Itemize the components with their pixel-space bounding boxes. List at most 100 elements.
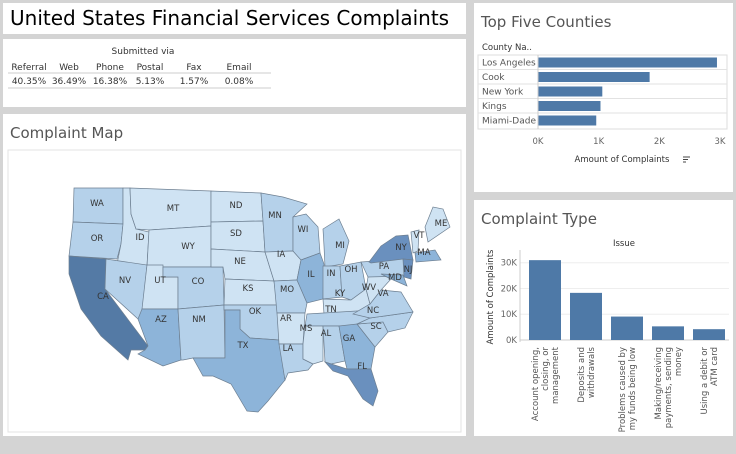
county-label: Cook [482, 73, 505, 83]
type-category-line: payments, sending [664, 347, 674, 428]
state-me[interactable] [424, 206, 451, 243]
type-category-line: Making/receiving [654, 347, 664, 419]
state-label-il: IL [307, 270, 315, 280]
type-category-line: money [674, 347, 684, 376]
type-tick-label: 10K [501, 310, 518, 320]
state-mo[interactable] [273, 279, 308, 314]
top-counties-title: Top Five Counties [481, 13, 612, 31]
state-label-co: CO [192, 277, 205, 287]
channel-label: Email [227, 63, 252, 73]
type-axis-title: Amount of Complaints [486, 249, 496, 344]
county-bar [538, 72, 650, 82]
state-label-nv: NV [119, 276, 131, 286]
complaint-type-title: Complaint Type [481, 210, 597, 228]
channel-value: 36.49% [52, 77, 87, 87]
state-label-wa: WA [90, 199, 104, 209]
state-ny[interactable] [368, 234, 414, 264]
county-bar [538, 101, 601, 111]
type-category-line: withdrawals [587, 346, 597, 398]
state-mi[interactable] [322, 218, 350, 268]
state-label-ok: OK [249, 307, 262, 317]
state-label-az: AZ [155, 315, 167, 325]
state-label-al: AL [321, 329, 332, 339]
state-label-id: ID [135, 233, 145, 243]
channel-value: 1.57% [180, 77, 209, 87]
state-label-nc: NC [367, 306, 379, 316]
state-label-sd: SD [230, 229, 242, 239]
state-label-ms: MS [300, 324, 313, 334]
top-counties-panel: Top Five Counties County Na.. Los Angeles… [474, 3, 733, 192]
title-panel: United States Financial Services Complai… [3, 3, 466, 34]
type-category-label: Problems caused bymy funds being low [618, 347, 638, 432]
county-label: Miami-Dade [482, 117, 536, 127]
type-category-line: Account opening, [531, 347, 541, 421]
state-al[interactable] [322, 325, 346, 365]
state-wi[interactable] [292, 213, 321, 261]
channel-label: Referral [11, 63, 46, 73]
complaint-type-panel: Complaint Type Issue Amount of Complaints… [474, 200, 733, 436]
state-label-ca: CA [97, 292, 109, 302]
state-label-nm: NM [192, 315, 206, 325]
state-label-va: VA [377, 289, 388, 299]
county-label: Los Angeles [482, 59, 536, 69]
top-counties-chart: County Na.. Los Angeles Cook New York Kings M… [477, 43, 728, 165]
type-tick-label: 20K [501, 284, 518, 294]
state-label-in: IN [327, 269, 336, 279]
state-label-vt: VT [413, 231, 425, 241]
type-category-line: management [551, 346, 561, 404]
state-label-fl: FL [357, 362, 367, 372]
type-category-label: Deposits andwithdrawals [577, 346, 597, 402]
state-label-sc: SC [370, 322, 381, 332]
dashboard-title: United States Financial Services Complai… [10, 6, 450, 30]
sort-descending-icon[interactable] [683, 156, 690, 163]
state-label-mo: MO [280, 285, 294, 295]
county-axis-title: Amount of Complaints [575, 155, 670, 165]
type-category-line: Deposits and [577, 347, 587, 403]
channel-value: 5.13% [136, 77, 165, 87]
state-ma[interactable] [414, 249, 442, 263]
county-tick-label: 3K [715, 137, 726, 147]
submitted-via-table: Submitted via Referral 40.35% Web 36.49% Phon… [8, 47, 271, 89]
state-fl[interactable] [323, 361, 379, 407]
map-frame [7, 149, 462, 433]
complaint-map[interactable]: WA OR CA ID NV MT WY UT AZ CO NM ND SD NE KS OK TX MN IA MO… [3, 114, 466, 436]
state-label-me: ME [435, 219, 448, 229]
type-category-line: closing, or [541, 347, 551, 391]
submitted-via-panel: Submitted via Referral 40.35% Web 36.49% Phon… [3, 39, 466, 107]
state-label-tn: TN [324, 305, 337, 315]
state-md[interactable] [380, 273, 408, 287]
state-nm[interactable] [177, 304, 226, 361]
type-tick-label: 30K [501, 259, 518, 269]
state-label-wy: WY [181, 242, 195, 252]
type-bar[interactable] [570, 292, 602, 340]
state-label-ar: AR [280, 314, 292, 324]
county-tick-label: 2K [654, 137, 665, 147]
state-nj[interactable] [402, 258, 414, 280]
channel-label: Fax [186, 63, 202, 73]
channel-label: Phone [96, 63, 124, 73]
state-label-ky: KY [335, 289, 346, 299]
county-tick-label: 1K [593, 137, 604, 147]
state-tx[interactable] [192, 309, 286, 413]
type-category-line: my funds being low [628, 347, 638, 430]
type-category-label: Making/receivingpayments, sendingmoney [654, 347, 684, 428]
state-label-ne: NE [234, 257, 246, 267]
channel-label: Postal [137, 63, 164, 73]
state-label-ny: NY [395, 243, 407, 253]
type-category-line: Problems caused by [618, 347, 628, 432]
state-vt[interactable] [410, 229, 420, 254]
type-bar[interactable] [693, 329, 725, 340]
state-wy[interactable] [146, 225, 212, 268]
type-bar[interactable] [652, 326, 684, 340]
channel-value: 16.38% [93, 77, 128, 87]
issue-header: Issue [613, 239, 635, 249]
type-category-line: Using a debit or [700, 347, 710, 415]
county-bar [538, 86, 603, 97]
type-bar[interactable] [529, 260, 561, 340]
state-label-or: OR [91, 234, 104, 244]
county-table-frame [477, 54, 728, 130]
state-or[interactable] [68, 221, 124, 260]
type-bar[interactable] [611, 316, 643, 340]
type-category-label: Account opening,closing, ormanagement [531, 346, 561, 421]
state-label-wv: WV [362, 283, 376, 293]
